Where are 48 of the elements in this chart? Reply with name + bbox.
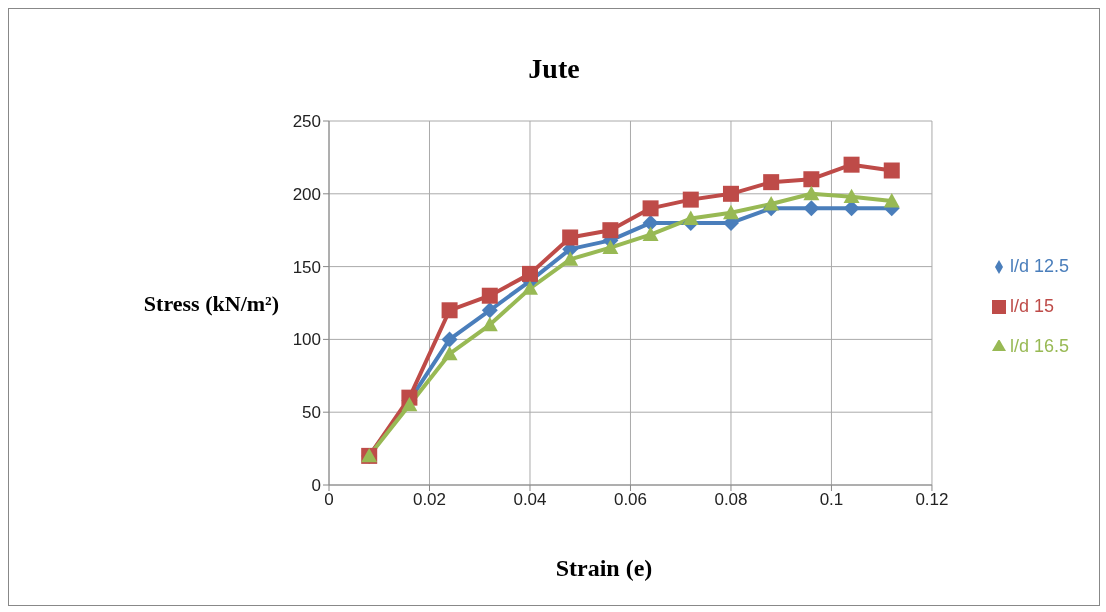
point — [843, 188, 860, 204]
point — [481, 316, 498, 332]
legend-label: l/d 16.5 — [1009, 336, 1069, 356]
x-tick-label: 0.04 — [513, 490, 547, 510]
y-tick-label: 150 — [292, 257, 321, 277]
point — [682, 210, 699, 225]
point — [441, 302, 458, 319]
point — [521, 265, 538, 282]
point — [682, 191, 699, 208]
point — [803, 185, 820, 201]
x-tick-label: 0.1 — [819, 490, 844, 510]
y-tick-label: 50 — [302, 403, 321, 423]
x-axis-title: Strain (e) — [554, 555, 654, 582]
y-tick-label: 0 — [311, 476, 321, 496]
point — [562, 229, 579, 246]
point — [843, 156, 860, 173]
y-tick-label: 200 — [292, 184, 321, 204]
point — [642, 214, 659, 231]
y-tick-label: 100 — [292, 330, 321, 350]
point — [722, 204, 739, 220]
point — [401, 396, 418, 412]
x-tick-label: 0.06 — [613, 490, 648, 510]
point — [642, 200, 659, 217]
point — [521, 280, 538, 295]
point — [642, 226, 659, 241]
x-tick-label: 0 — [324, 490, 334, 510]
point — [883, 162, 900, 179]
y-tick-label: 250 — [292, 112, 321, 132]
point — [883, 193, 900, 208]
y-axis-title: Stress (kN/m²) — [143, 291, 279, 316]
point — [803, 200, 820, 217]
point — [481, 287, 498, 304]
x-tick-label: 0.02 — [412, 490, 447, 510]
x-tick-label: 0.12 — [915, 490, 949, 510]
point — [803, 171, 820, 188]
point — [562, 251, 579, 266]
point — [441, 331, 458, 348]
legend-label: l/d 15 — [1009, 296, 1054, 316]
point — [763, 195, 780, 211]
point — [481, 302, 498, 319]
legend-label: l/d 12.5 — [1009, 256, 1069, 276]
point — [602, 222, 619, 239]
chart-title: Jute — [527, 53, 581, 85]
x-tick-label: 0.08 — [714, 490, 748, 510]
point — [441, 345, 458, 361]
point — [763, 174, 780, 191]
point — [722, 185, 739, 202]
point — [602, 239, 619, 255]
